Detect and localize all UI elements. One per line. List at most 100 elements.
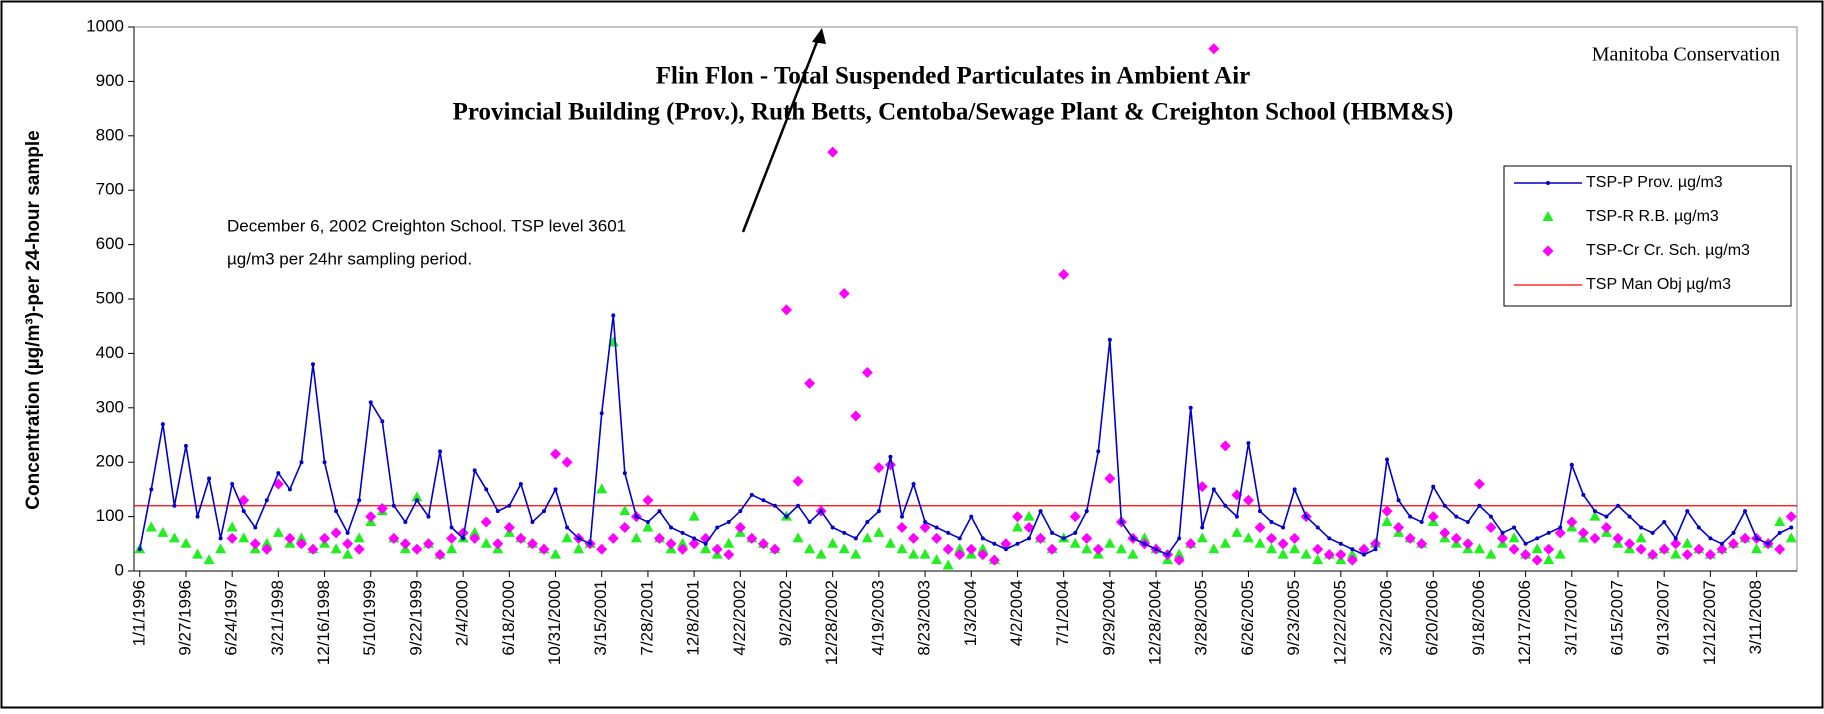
y-tick-label: 200: [96, 452, 124, 471]
data-point: [1558, 525, 1563, 530]
data-point: [1315, 525, 1320, 530]
data-point: [411, 491, 423, 502]
data-point: [1554, 548, 1566, 559]
x-tick-label: 3/28/2005: [1192, 580, 1211, 656]
data-point: [469, 526, 481, 537]
data-point: [931, 554, 943, 565]
data-point: [1523, 541, 1528, 546]
data-point: [1023, 510, 1035, 521]
data-point: [619, 505, 631, 516]
legend: TSP-P Prov. µg/m3 TSP-R R.B. µg/m3 TSP-Cr …: [1503, 165, 1792, 307]
x-tick-label: 6/18/2000: [499, 580, 518, 656]
data-point: [561, 532, 573, 543]
data-point: [1647, 549, 1659, 561]
data-point: [1277, 538, 1289, 550]
data-point: [688, 510, 700, 521]
data-point: [503, 521, 515, 533]
data-point: [899, 514, 904, 519]
data-point: [1257, 509, 1262, 514]
data-point: [553, 487, 558, 492]
x-tick-label: 12/12/2007: [1700, 580, 1719, 665]
data-point: [850, 410, 862, 422]
data-point: [1038, 509, 1043, 514]
annotation-arrowhead: [812, 28, 826, 44]
data-point: [1554, 527, 1566, 539]
data-point: [1543, 543, 1555, 555]
data-point: [1015, 541, 1020, 546]
data-point: [422, 538, 434, 550]
data-point: [1254, 521, 1266, 533]
data-point: [1627, 514, 1632, 519]
data-point: [919, 548, 931, 559]
data-point: [596, 543, 608, 555]
data-point: [1242, 494, 1254, 506]
data-point: [1246, 441, 1251, 446]
data-point: [1373, 547, 1378, 552]
data-point: [850, 548, 862, 559]
x-tick-label: 6/24/1997: [222, 580, 241, 656]
data-point: [588, 541, 593, 546]
data-point: [896, 521, 908, 533]
data-point: [772, 503, 777, 508]
data-point: [1119, 520, 1124, 525]
data-point: [1635, 543, 1647, 555]
x-tick-label: 9/13/2007: [1654, 580, 1673, 656]
data-point: [957, 536, 962, 541]
data-point: [700, 543, 712, 554]
x-tick-label: 7/28/2001: [637, 580, 656, 656]
data-point: [1061, 536, 1066, 541]
legend-swatch: [1546, 181, 1550, 185]
data-point: [353, 532, 365, 543]
data-point: [1107, 337, 1112, 342]
y-tick-label: 700: [96, 180, 124, 199]
y-tick-label: 800: [96, 125, 124, 144]
data-point: [815, 548, 827, 559]
data-point: [1774, 543, 1786, 555]
data-point: [1488, 514, 1493, 519]
data-point: [642, 521, 654, 532]
data-point: [1696, 525, 1701, 530]
data-point: [446, 543, 458, 554]
data-point: [1208, 543, 1220, 554]
data-point: [157, 526, 169, 537]
data-point: [1577, 527, 1589, 539]
data-point: [1419, 520, 1424, 525]
data-point: [1069, 537, 1081, 548]
data-point: [1069, 511, 1081, 523]
x-tick-label: 9/29/2004: [1099, 580, 1118, 656]
data-point: [1485, 548, 1497, 559]
data-point: [969, 514, 974, 519]
data-point: [226, 521, 238, 532]
data-point: [1231, 526, 1243, 537]
data-point: [203, 554, 215, 565]
data-point: [1704, 549, 1716, 561]
data-point: [1569, 462, 1574, 467]
data-point: [942, 559, 954, 570]
x-tick-label: 9/18/2006: [1469, 580, 1488, 656]
data-point: [1185, 538, 1197, 550]
x-tick-label: 9/22/1999: [406, 580, 425, 656]
data-point: [1104, 473, 1116, 485]
x-tick-label: 5/10/1999: [360, 580, 379, 656]
data-point: [192, 548, 204, 559]
data-point: [780, 304, 792, 316]
data-point: [1789, 525, 1794, 530]
data-point: [761, 498, 766, 503]
data-point: [1751, 543, 1763, 554]
data-point: [622, 471, 627, 476]
data-point: [342, 538, 354, 550]
data-point: [1743, 509, 1748, 514]
x-tick-label: 12/17/2006: [1515, 580, 1534, 665]
data-point: [1670, 538, 1682, 550]
x-tick-label: 1/3/2004: [961, 580, 980, 646]
data-point: [1685, 509, 1690, 514]
data-point: [495, 509, 500, 514]
data-point: [295, 538, 307, 550]
data-point: [1681, 549, 1693, 561]
data-point: [607, 532, 619, 544]
x-tick-label: 12/22/2005: [1330, 580, 1349, 665]
data-point: [1592, 509, 1597, 514]
data-point: [484, 487, 489, 492]
x-tick-label: 8/23/2003: [915, 580, 934, 656]
